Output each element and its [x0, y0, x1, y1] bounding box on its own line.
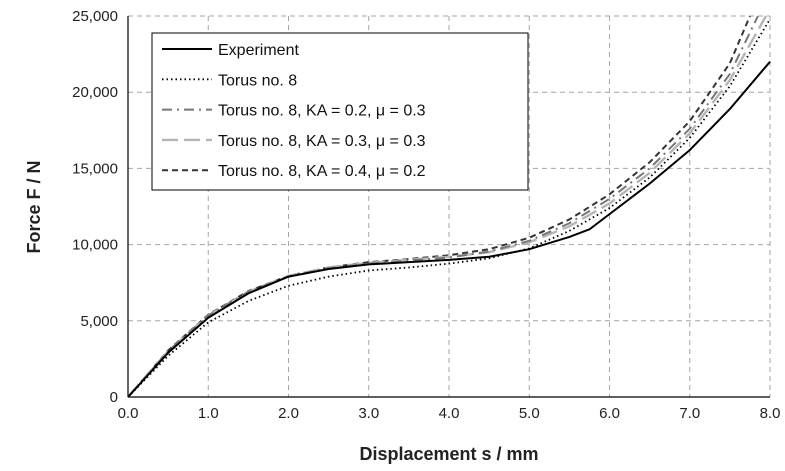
legend-label: Torus no. 8: [218, 72, 297, 89]
y-tick-label: 25,000: [72, 8, 118, 25]
series-line: [127, 15, 768, 398]
axes: [127, 16, 770, 398]
series-line: [127, 15, 751, 398]
legend-label: Torus no. 8, KA = 0.4, μ = 0.2: [218, 163, 426, 180]
y-axis-title: Force F / N: [24, 160, 44, 253]
x-tick-label: 2.0: [278, 405, 299, 422]
x-tick-label: 7.0: [679, 405, 700, 422]
x-tick-label: 4.0: [439, 405, 460, 422]
series-line: [127, 18, 771, 398]
series-line: [127, 61, 771, 398]
y-tick-label: 20,000: [72, 84, 118, 101]
legend-label: Torus no. 8, KA = 0.2, μ = 0.3: [218, 103, 426, 120]
legend-label: Torus no. 8, KA = 0.3, μ = 0.3: [218, 133, 426, 150]
y-tick-label: 15,000: [72, 160, 118, 177]
legend-label: Experiment: [218, 42, 299, 59]
y-tick-label: 0: [110, 389, 118, 406]
x-tick-labels: 0.0 1.0 2.0 3.0 4.0 5.0 6.0 7.0 8.0: [118, 405, 781, 422]
x-tick-label: 3.0: [358, 405, 379, 422]
x-tick-label: 0.0: [118, 405, 139, 422]
series-lines: [127, 15, 771, 398]
legend: Experiment Torus no. 8 Torus no. 8, KA = 0…: [151, 32, 529, 191]
x-tick-label: 8.0: [760, 405, 781, 422]
x-tick-label: 5.0: [519, 405, 540, 422]
x-tick-label: 1.0: [198, 405, 219, 422]
legend-box: [151, 32, 529, 191]
x-axis-title: Displacement s / mm: [359, 444, 538, 464]
y-tick-label: 5,000: [80, 313, 118, 330]
y-tick-labels: 0 5,000 10,000 15,000 20,000 25,000: [72, 8, 118, 406]
y-tick-label: 10,000: [72, 237, 118, 254]
x-tick-label: 6.0: [599, 405, 620, 422]
